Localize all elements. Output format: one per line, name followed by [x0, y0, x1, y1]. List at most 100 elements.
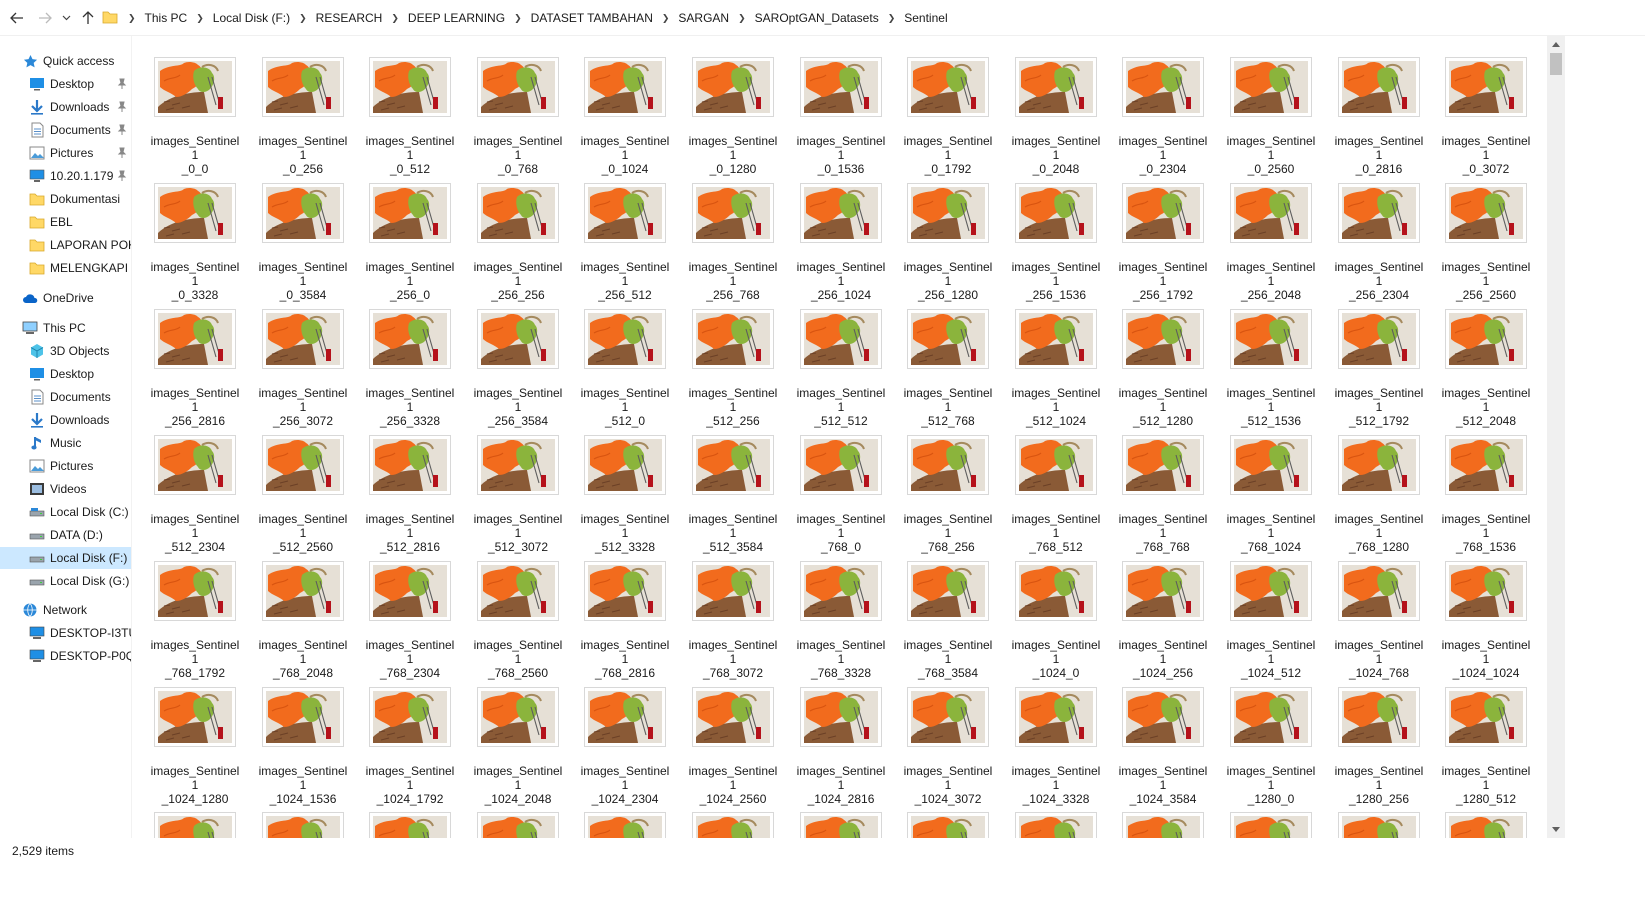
sidebar-item-onedrive[interactable]: OneDrive	[0, 287, 131, 309]
file-item[interactable]: images_Sentinel1 _512_1536	[1225, 288, 1332, 428]
file-item[interactable]: images_Sentinel1 _256_1024	[795, 162, 902, 302]
sidebar-item-downloads-quick[interactable]: Downloads	[0, 96, 131, 118]
file-item[interactable]: images_Sentinel1 _0_1280	[687, 36, 794, 176]
file-item[interactable]: images_Sentinel1 _768_3584	[902, 540, 1009, 680]
file-item[interactable]: images_Sentinel1 _0_2816	[1333, 36, 1440, 176]
file-item[interactable]: images_Sentinel1 _1280_512	[1440, 666, 1547, 806]
file-item[interactable]: images_Sentinel1 _1024_256	[1117, 540, 1224, 680]
sidebar-item-network-share[interactable]: 10.20.1.179	[0, 165, 131, 187]
sidebar-item-desktop-p0qjslk[interactable]: DESKTOP-P0QJSLK	[0, 645, 131, 667]
file-item[interactable]: images_Sentinel1 _0_2304	[1117, 36, 1224, 176]
file-item[interactable]: images_Sentinel1 _1024_2560	[687, 666, 794, 806]
file-item[interactable]: images_Sentinel1 _256_3328	[364, 288, 471, 428]
file-item[interactable]: images_Sentinel1 _256_1536	[1010, 162, 1117, 302]
scroll-up-button[interactable]	[1547, 36, 1565, 53]
file-item[interactable]: images_Sentinel1 _1024_1280	[149, 666, 256, 806]
file-item[interactable]: images_Sentinel1 _768_2560	[472, 540, 579, 680]
sidebar-item-quick-access[interactable]: Quick access	[0, 50, 131, 72]
file-item[interactable]: images_Sentinel1 _512_512	[795, 288, 902, 428]
chevron-right-icon[interactable]: ❯	[887, 12, 896, 23]
file-item[interactable]	[257, 791, 364, 838]
file-item[interactable]: images_Sentinel1 _512_1792	[1333, 288, 1440, 428]
sidebar-item-ebl[interactable]: EBL	[0, 211, 131, 233]
file-item[interactable]: images_Sentinel1 _512_2816	[364, 414, 471, 554]
file-item[interactable]: images_Sentinel1 _512_2048	[1440, 288, 1547, 428]
back-button[interactable]	[6, 6, 28, 30]
sidebar-item-documents-quick[interactable]: Documents	[0, 119, 131, 141]
file-item[interactable]	[1010, 791, 1117, 838]
file-item[interactable]: images_Sentinel1 _256_768	[687, 162, 794, 302]
file-item[interactable]: images_Sentinel1 _256_3584	[472, 288, 579, 428]
file-item[interactable]: images_Sentinel1 _768_1280	[1333, 414, 1440, 554]
chevron-right-icon[interactable]: ❯	[196, 12, 204, 23]
breadcrumb-research[interactable]: RESEARCH	[315, 11, 383, 25]
file-item[interactable]: images_Sentinel1 _0_512	[364, 36, 471, 176]
chevron-right-icon[interactable]: ❯	[514, 12, 522, 23]
file-item[interactable]: images_Sentinel1 _0_256	[257, 36, 364, 176]
file-item[interactable]: images_Sentinel1 _512_1024	[1010, 288, 1117, 428]
sidebar-item-network[interactable]: Network	[0, 599, 131, 621]
file-item[interactable]: images_Sentinel1 _256_2048	[1225, 162, 1332, 302]
file-item[interactable]: images_Sentinel1 _0_1792	[902, 36, 1009, 176]
sidebar-item-pictures-quick[interactable]: Pictures	[0, 142, 131, 164]
file-item[interactable]: images_Sentinel1 _768_512	[1010, 414, 1117, 554]
sidebar-item-desktop-quick[interactable]: Desktop	[0, 73, 131, 95]
file-item[interactable]: images_Sentinel1 _1024_2304	[579, 666, 686, 806]
sidebar-item-laporan[interactable]: LAPORAN POKOK	[0, 234, 131, 256]
file-item[interactable]: images_Sentinel1 _256_3072	[257, 288, 364, 428]
sidebar-item-data-d[interactable]: DATA (D:)	[0, 524, 131, 546]
file-item[interactable]	[795, 791, 902, 838]
file-item[interactable]	[1440, 791, 1547, 838]
file-item[interactable]: images_Sentinel1 _0_0	[149, 36, 256, 176]
up-button[interactable]	[78, 6, 98, 30]
file-item[interactable]: images_Sentinel1 _256_2304	[1333, 162, 1440, 302]
sidebar-item-music[interactable]: Music	[0, 432, 131, 454]
recent-locations-button[interactable]	[58, 6, 74, 30]
file-item[interactable]: images_Sentinel1 _256_2816	[149, 288, 256, 428]
file-item[interactable]	[149, 791, 256, 838]
sidebar-item-local-disk-f[interactable]: Local Disk (F:)	[0, 547, 131, 569]
vertical-scrollbar[interactable]	[1547, 36, 1565, 838]
breadcrumb-dataset-tambahan[interactable]: DATASET TAMBAHAN	[530, 11, 653, 25]
file-item[interactable]: images_Sentinel1 _0_2048	[1010, 36, 1117, 176]
file-item[interactable]: images_Sentinel1 _0_3584	[257, 162, 364, 302]
file-item[interactable]	[1225, 791, 1332, 838]
file-item[interactable]: images_Sentinel1 _256_512	[579, 162, 686, 302]
sidebar-item-dokumentasi[interactable]: Dokumentasi	[0, 188, 131, 210]
sidebar-item-3d-objects[interactable]: 3D Objects	[0, 340, 131, 362]
breadcrumb-sentinel[interactable]: Sentinel	[904, 11, 948, 25]
file-item[interactable]: images_Sentinel1 _0_3072	[1440, 36, 1547, 176]
chevron-right-icon[interactable]: ❯	[661, 12, 670, 23]
breadcrumb-this-pc[interactable]: This PC	[144, 11, 188, 25]
file-item[interactable]: images_Sentinel1 _512_256	[687, 288, 794, 428]
file-item[interactable]: images_Sentinel1 _1024_3072	[902, 666, 1009, 806]
file-item[interactable]: images_Sentinel1 _0_2560	[1225, 36, 1332, 176]
chevron-right-icon[interactable]: ❯	[299, 12, 307, 23]
file-item[interactable]: images_Sentinel1 _1024_768	[1333, 540, 1440, 680]
file-item[interactable]: images_Sentinel1 _512_3328	[579, 414, 686, 554]
file-item[interactable]: images_Sentinel1 _256_2560	[1440, 162, 1547, 302]
file-item[interactable]: images_Sentinel1 _768_2304	[364, 540, 471, 680]
file-item[interactable]	[364, 791, 471, 838]
file-item[interactable]: images_Sentinel1 _512_1280	[1117, 288, 1224, 428]
file-item[interactable]: images_Sentinel1 _512_0	[579, 288, 686, 428]
file-item[interactable]: images_Sentinel1 _1024_1536	[257, 666, 364, 806]
file-item[interactable]: images_Sentinel1 _1280_256	[1333, 666, 1440, 806]
file-item[interactable]: images_Sentinel1 _256_0	[364, 162, 471, 302]
file-item[interactable]: images_Sentinel1 _1024_0	[1010, 540, 1117, 680]
file-item[interactable]: images_Sentinel1 _1024_2816	[795, 666, 902, 806]
file-item[interactable]	[1117, 791, 1224, 838]
file-item[interactable]: images_Sentinel1 _1024_512	[1225, 540, 1332, 680]
chevron-right-icon[interactable]: ❯	[391, 12, 399, 23]
sidebar-item-documents[interactable]: Documents	[0, 386, 131, 408]
file-item[interactable]: images_Sentinel1 _256_256	[472, 162, 579, 302]
file-item[interactable]	[579, 791, 686, 838]
sidebar-item-videos[interactable]: Videos	[0, 478, 131, 500]
file-item[interactable]: images_Sentinel1 _1024_3584	[1117, 666, 1224, 806]
scrollbar-thumb[interactable]	[1550, 53, 1562, 75]
file-item[interactable]: images_Sentinel1 _0_3328	[149, 162, 256, 302]
file-item[interactable]: images_Sentinel1 _768_3328	[795, 540, 902, 680]
breadcrumb-deep-learning[interactable]: DEEP LEARNING	[407, 11, 506, 25]
sidebar-item-local-disk-c[interactable]: Local Disk (C:)	[0, 501, 131, 523]
file-item[interactable]: images_Sentinel1 _0_768	[472, 36, 579, 176]
